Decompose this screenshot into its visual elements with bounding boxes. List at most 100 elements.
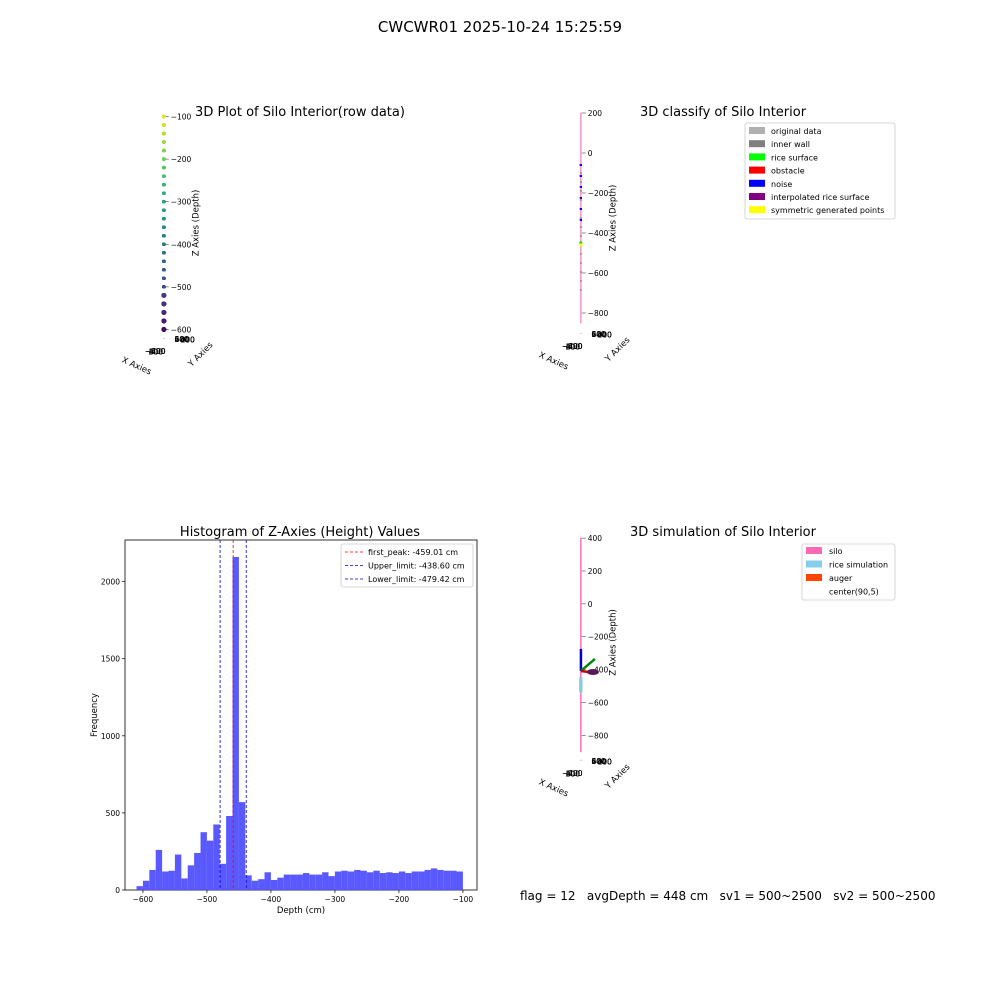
y-tick-label: −400 <box>591 330 612 339</box>
z-tick-label: −400 <box>171 240 192 249</box>
y-tick-label: 400 <box>592 330 607 339</box>
x-tick-label: −600 <box>133 895 154 904</box>
histogram-plot-area <box>124 539 478 891</box>
legend-swatch <box>749 179 765 187</box>
legend-label: rice simulation <box>829 561 888 570</box>
histogram-bar <box>258 879 265 890</box>
raw-data-point <box>162 191 166 195</box>
raw-data-point <box>162 157 166 161</box>
histogram-bar <box>213 824 220 890</box>
noise-point <box>580 219 582 221</box>
legend-swatch <box>749 140 765 148</box>
legend-label: rice surface <box>771 153 818 162</box>
x-tick-label: −400 <box>562 342 583 351</box>
x-axis-label: X Axies <box>120 355 153 377</box>
raw-data-point <box>162 174 166 178</box>
x-tick-label: −300 <box>325 895 346 904</box>
figure-title: CWCWR01 2025-10-24 15:25:59 <box>377 18 623 36</box>
histogram-bar <box>315 874 323 890</box>
y-axis-label: Y Axies <box>186 340 216 370</box>
legend-label: Lower_limit: -479.42 cm <box>368 575 465 584</box>
legend-label: symmetric generated points <box>771 206 884 215</box>
noise-point <box>580 164 582 166</box>
z-tick-label: −800 <box>588 731 609 740</box>
x-tick-label: 0 <box>153 347 158 356</box>
inner-wall-point <box>580 253 582 255</box>
x-tick-label: −200 <box>389 895 410 904</box>
histogram-bar <box>226 815 233 890</box>
x-tick-label: 600 <box>566 769 581 778</box>
noise-point <box>580 175 582 177</box>
histogram-bar <box>245 875 252 890</box>
classify-3d-plot: −600−400−2000200400600−600−400−200020040… <box>537 102 633 373</box>
rice-surface-point <box>579 241 583 245</box>
y-tick-label: 600 <box>592 330 607 339</box>
histogram-bar <box>405 873 412 890</box>
legend-swatch <box>806 587 822 595</box>
y-tick-label: −600 <box>591 330 612 339</box>
histogram-bar <box>366 872 374 890</box>
histogram-bar <box>373 870 380 890</box>
legend-swatch <box>806 574 822 581</box>
z-tick-label: −600 <box>171 325 192 334</box>
x-axis-label: X Axies <box>537 350 570 372</box>
z-tick-label: 0 <box>588 600 593 609</box>
y-tick-label: 400 <box>175 335 190 344</box>
symmetric-point <box>579 243 583 247</box>
x-tick-label: 200 <box>566 342 581 351</box>
histogram-bar <box>142 880 150 890</box>
histogram-bar <box>354 869 361 890</box>
y-tick-label: 600 <box>592 757 607 766</box>
raw-data-point <box>162 260 166 264</box>
histogram-bar <box>136 886 143 890</box>
legend-label: original data <box>771 127 822 136</box>
legend-swatch <box>806 547 822 554</box>
legend-swatch <box>749 193 765 200</box>
axis-edge <box>162 337 165 339</box>
y-tick-label: 1500 <box>101 655 120 664</box>
inner-wall-point <box>580 226 582 228</box>
y-tick-label: 200 <box>591 330 606 339</box>
raw-data-point <box>162 132 166 136</box>
histogram-bar <box>194 852 201 890</box>
noise-point <box>580 186 582 188</box>
raw-point-cloud <box>161 114 167 332</box>
y-axis-label: Y Axies <box>603 335 633 365</box>
legend-swatch <box>749 166 765 174</box>
z-tick-label: −100 <box>171 112 192 121</box>
histogram-bar <box>206 840 214 890</box>
simulation-legend: silo rice simulation auger center(90,5) <box>801 543 896 601</box>
x-tick-label: −200 <box>562 342 583 351</box>
legend-frame <box>340 543 474 588</box>
z-tick-label: −600 <box>588 698 609 707</box>
subplot-title: 3D simulation of Silo Interior <box>630 525 817 540</box>
x-tick-label: −400 <box>145 347 166 356</box>
x-tick-label: 200 <box>149 347 164 356</box>
histogram-bar <box>251 880 259 890</box>
raw-data-point <box>162 217 166 221</box>
y-axis-label: Frequency <box>90 693 100 737</box>
x-tick-label: −200 <box>145 347 166 356</box>
raw-data-point <box>162 242 166 246</box>
y-tick-label: 200 <box>174 335 189 344</box>
raw-data-point <box>161 310 167 315</box>
y-tick-label: −200 <box>174 335 195 344</box>
x-tick-label: −400 <box>261 895 282 904</box>
histogram-bar <box>270 879 278 890</box>
x-tick-label: 400 <box>566 342 581 351</box>
histogram-bar <box>430 868 438 890</box>
inner-wall-point <box>580 280 582 282</box>
histogram-bar <box>360 870 367 890</box>
y-tick-label: −600 <box>174 335 195 344</box>
depth-histogram: −600 −500 −400 −300 −200 −100 0 500 1000 1500 2000… <box>90 539 478 916</box>
histogram-bar <box>149 869 156 890</box>
inner-wall-point <box>580 217 582 219</box>
legend-label: Upper_limit: -438.60 cm <box>368 562 465 571</box>
histogram-bar <box>309 874 316 890</box>
histogram-bar <box>277 877 284 890</box>
classify-legend: original data inner wall rice surface obsta… <box>744 122 896 220</box>
y-tick-label: 600 <box>175 335 190 344</box>
histogram-bar <box>347 871 355 890</box>
inner-wall-point <box>580 262 582 264</box>
subplot-title: 3D classify of Silo Interior <box>640 105 807 120</box>
